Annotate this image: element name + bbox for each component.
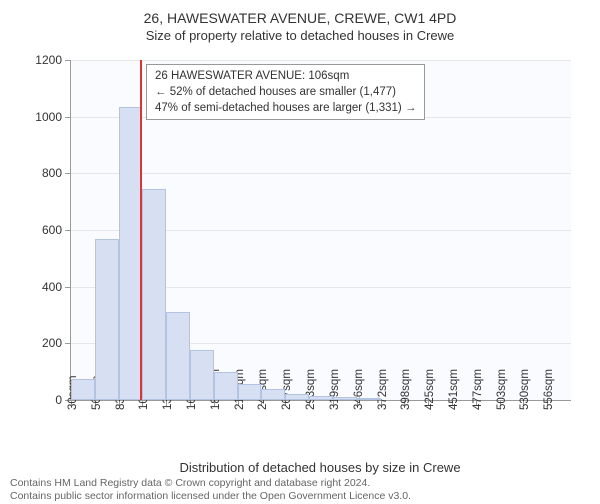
plot-area: 26 HAWESWATER AVENUE: 106sqm ← 52% of de… [70, 60, 571, 401]
histogram-bar [71, 379, 95, 400]
x-tick-label: 556sqm [543, 369, 555, 410]
histogram-chart: 26, HAWESWATER AVENUE, CREWE, CW1 4PD Si… [10, 10, 590, 490]
histogram-bar [333, 397, 357, 400]
y-tick-label: 200 [42, 336, 71, 350]
histogram-bar [214, 372, 238, 400]
x-tick-label: 319sqm [329, 369, 341, 410]
info-callout-box: 26 HAWESWATER AVENUE: 106sqm ← 52% of de… [146, 64, 425, 120]
reference-line [140, 60, 142, 400]
x-tick-label: 372sqm [377, 369, 389, 410]
x-tick-label: 398sqm [400, 369, 412, 410]
y-tick-label: 600 [42, 223, 71, 237]
histogram-bar [190, 350, 214, 400]
y-tick-label: 1000 [35, 110, 71, 124]
footer-line-1: Contains HM Land Registry data © Crown c… [10, 477, 411, 491]
chart-title-main: 26, HAWESWATER AVENUE, CREWE, CW1 4PD [10, 10, 590, 26]
histogram-bar [261, 389, 285, 400]
histogram-bar [357, 398, 381, 400]
y-tick-label: 1200 [35, 53, 71, 67]
histogram-bar [95, 239, 119, 401]
chart-title-sub: Size of property relative to detached ho… [10, 28, 590, 43]
x-axis-title: Distribution of detached houses by size … [179, 460, 460, 475]
grid-line [71, 60, 571, 61]
footer-line-2: Contains public sector information licen… [10, 490, 411, 504]
info-line-2: ← 52% of detached houses are smaller (1,… [155, 84, 416, 100]
x-tick-label: 293sqm [305, 369, 317, 410]
x-tick-label: 530sqm [519, 369, 531, 410]
x-tick-label: 425sqm [424, 369, 436, 410]
plot-wrapper: Number of detached properties 26 HAWESWA… [70, 60, 570, 400]
y-tick-label: 400 [42, 280, 71, 294]
histogram-bar [285, 394, 309, 400]
info-line-1: 26 HAWESWATER AVENUE: 106sqm [155, 68, 416, 84]
x-tick-label: 346sqm [353, 369, 365, 410]
x-tick-label: 477sqm [472, 369, 484, 410]
histogram-bar [309, 396, 333, 400]
grid-line [71, 173, 571, 174]
histogram-bar [166, 312, 190, 400]
histogram-bar [238, 384, 262, 400]
histogram-bar [142, 189, 166, 400]
x-tick-label: 451sqm [448, 369, 460, 410]
y-tick-label: 800 [42, 166, 71, 180]
x-tick-label: 503sqm [496, 369, 508, 410]
info-line-3: 47% of semi-detached houses are larger (… [155, 100, 416, 116]
